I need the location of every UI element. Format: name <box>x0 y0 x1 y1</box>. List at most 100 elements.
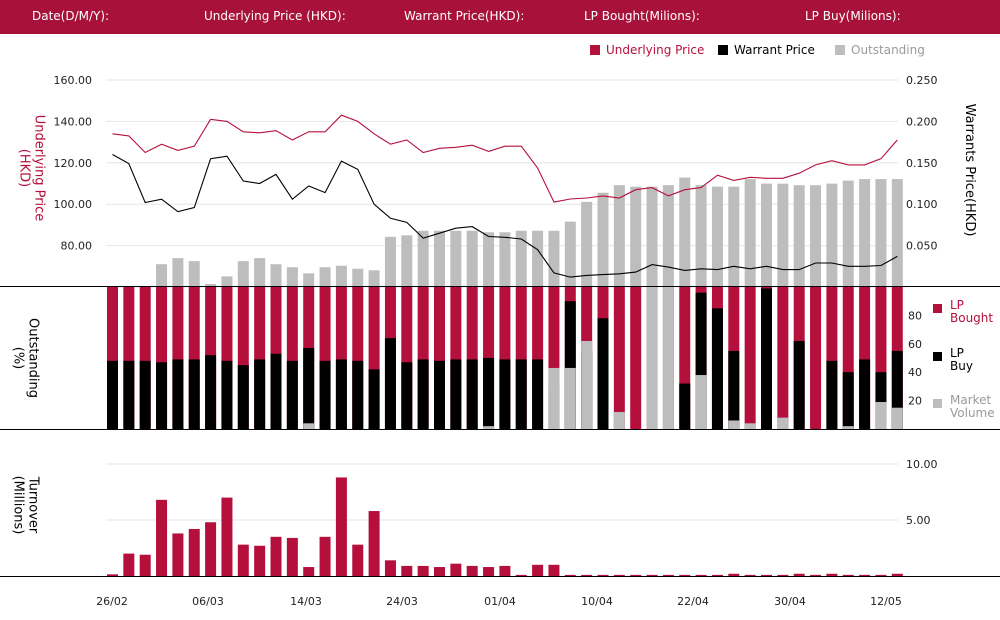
turnover-bar <box>303 567 315 576</box>
outstanding-bar <box>842 180 854 287</box>
lp-buy-bar <box>172 359 184 429</box>
lp-buy-bar <box>450 359 462 429</box>
lp-buy-bar <box>728 350 740 429</box>
turnover-tick-label: 5.00 <box>906 514 931 527</box>
lp-buy-bar <box>793 340 805 429</box>
turnover-bar <box>793 573 805 576</box>
legends: Underlying Price Warrant Price Outstanding… <box>590 43 995 420</box>
legend-market-volume-swatch <box>933 399 942 408</box>
lp-buy-bar <box>270 353 282 429</box>
outstanding-bars <box>156 177 903 287</box>
turnover-bar <box>335 477 347 576</box>
outstanding-bar <box>335 265 347 287</box>
outstanding-bar <box>793 185 805 287</box>
outstanding-bar <box>859 179 871 287</box>
outstanding-bar <box>254 258 266 287</box>
x-tick-label: 14/03 <box>290 595 322 608</box>
turnover-tick-label: 10.00 <box>906 458 938 471</box>
outstanding-tick-label: 20 <box>908 395 922 408</box>
legend-outstanding-label: Outstanding <box>851 43 925 57</box>
lp-bought-bar <box>368 287 380 429</box>
lp-bought-bar <box>744 287 756 429</box>
outstanding-bar <box>875 179 887 287</box>
x-tick-label: 30/04 <box>774 595 806 608</box>
turnover-bar <box>646 574 658 576</box>
lp-buy-bar <box>237 365 249 429</box>
turnover-bar <box>597 574 609 576</box>
turnover-bar <box>368 511 380 576</box>
turnover-bar <box>891 573 903 576</box>
market-volume-bar <box>744 423 756 429</box>
turnover-bar <box>401 565 413 576</box>
axis-labels: 160.00 140.00 120.00 100.00 80.00 0.250 0.200 0… <box>11 74 978 608</box>
turnover-bar <box>826 573 838 576</box>
outstanding-bar <box>548 230 560 287</box>
legend-lp-bought-label: Bought <box>950 311 993 325</box>
turnover-bar <box>319 536 331 576</box>
lp-buy-bar <box>711 308 723 429</box>
lp-bought-bar <box>777 287 789 429</box>
lp-buy-label: LP Buy(Milions): <box>805 9 901 23</box>
lp-buy-bar <box>335 359 347 429</box>
turnover-bar <box>613 574 625 576</box>
turnover-bar <box>107 574 118 576</box>
grid-lines <box>106 79 898 521</box>
lp-bought-bar <box>237 287 249 429</box>
underlying-axis-title: Underlying Price <box>32 115 47 222</box>
outstanding-bar <box>188 261 200 287</box>
lp-buy-bar <box>401 362 413 429</box>
lp-buy-bar <box>286 360 298 429</box>
lp-bought-bar <box>335 287 347 429</box>
lp-buy-bar <box>532 359 544 429</box>
x-tick-label: 10/04 <box>581 595 613 608</box>
outstanding-bar <box>679 177 691 287</box>
turnover-axis-title: (Millions) <box>11 476 26 535</box>
outstanding-bar <box>401 235 413 287</box>
outstanding-bar <box>711 186 723 287</box>
underlying-price-label: Underlying Price (HKD): <box>204 9 346 23</box>
right-tick-label: 0.200 <box>906 115 938 128</box>
lp-buy-bar <box>156 362 168 429</box>
outstanding-bar <box>515 230 527 287</box>
outstanding-bar <box>156 264 168 287</box>
outstanding-bar <box>597 192 609 287</box>
lp-buy-bar <box>417 359 429 429</box>
outstanding-bar <box>319 267 331 287</box>
market-volume-bar <box>662 287 674 429</box>
price-lines <box>112 114 898 278</box>
turnover-bar <box>156 499 168 576</box>
lp-buy-bar <box>515 359 527 429</box>
right-tick-label: 0.050 <box>906 240 938 253</box>
outstanding-bar <box>695 185 707 287</box>
turnover-bar <box>286 537 298 576</box>
turnover-bar <box>254 545 266 576</box>
lp-bought-bar <box>123 287 135 429</box>
lp-buy-bar <box>352 360 364 429</box>
turnover-bar <box>711 574 723 576</box>
outstanding-bar <box>810 185 822 287</box>
turnover-bar <box>221 497 233 576</box>
outstanding-bar <box>728 186 740 287</box>
market-volume-bar <box>842 426 854 429</box>
turnover-bar <box>695 574 707 576</box>
lp-buy-bar <box>679 383 691 429</box>
market-volume-bar <box>548 367 560 429</box>
outstanding-bar <box>613 185 625 287</box>
lp-bought-label: LP Bought(Milions): <box>584 9 700 23</box>
lp-buy-bar <box>695 292 707 429</box>
outstanding-bar <box>450 230 462 287</box>
turnover-bar <box>123 553 135 576</box>
market-volume-bar <box>875 402 887 429</box>
lp-buy-bar <box>205 355 217 429</box>
turnover-bar <box>352 544 364 576</box>
lp-bought-bar <box>139 287 151 429</box>
outstanding-bar <box>286 267 298 287</box>
turnover-bar <box>744 574 756 576</box>
market-volume-bar <box>695 375 707 429</box>
lp-bought-bar <box>499 287 511 429</box>
outstanding-bar <box>646 186 658 287</box>
lp-bought-bar <box>826 287 838 429</box>
outstanding-bar <box>466 230 478 287</box>
market-volume-bar <box>646 287 658 429</box>
